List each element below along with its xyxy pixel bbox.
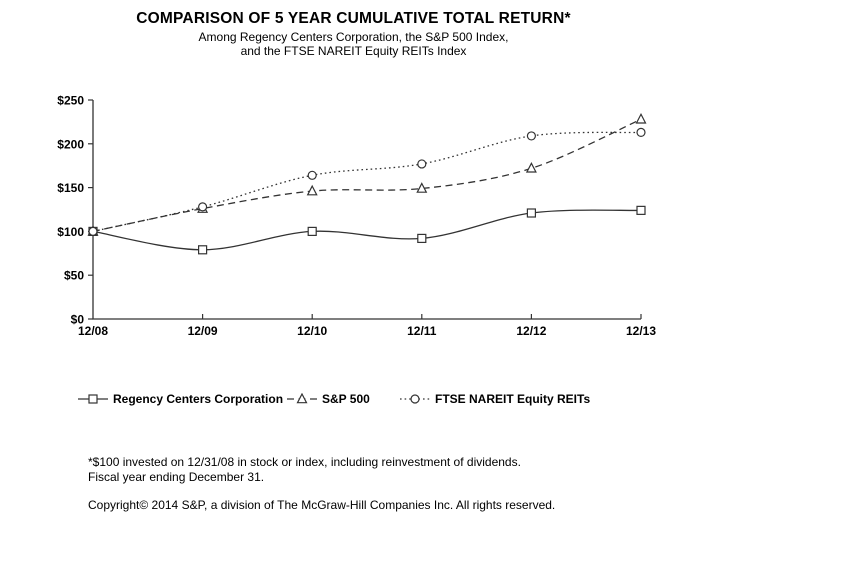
svg-text:12/11: 12/11 — [407, 324, 437, 338]
svg-text:12/13: 12/13 — [626, 324, 656, 338]
legend-label-regency: Regency Centers Corporation — [113, 392, 284, 406]
legend-square-marker-icon — [78, 394, 108, 404]
legend-label-ftse-nareit: FTSE NAREIT Equity REITs — [435, 392, 591, 406]
line-chart: $0 $50 $100 $150 $200 $250 12/08 12/09 12/10 12/1… — [57, 94, 656, 339]
chart-title: COMPARISON OF 5 YEAR CUMULATIVE TOTAL RE… — [136, 10, 571, 27]
svg-text:12/10: 12/10 — [297, 324, 327, 338]
chart-heading: COMPARISON OF 5 YEAR CUMULATIVE TOTAL RE… — [0, 9, 707, 58]
legend-item-sp500: S&P 500 — [287, 390, 370, 408]
svg-text:$250: $250 — [57, 94, 84, 108]
svg-text:$50: $50 — [64, 269, 84, 283]
chart-subtitle-line2: and the FTSE NAREIT Equity REITs Index — [240, 43, 467, 58]
legend-circle-marker-icon — [400, 394, 430, 404]
footnote-line-1: *$100 invested on 12/31/08 in stock or i… — [88, 455, 521, 469]
svg-text:$100: $100 — [57, 225, 84, 239]
legend-label-sp500: S&P 500 — [322, 392, 370, 406]
chart-subtitle-line1: Among Regency Centers Corporation, the S… — [198, 30, 509, 44]
svg-text:$150: $150 — [57, 181, 84, 195]
footnote-line-2: Fiscal year ending December 31. — [88, 470, 265, 484]
chart-footnotes: *$100 invested on 12/31/08 in stock or i… — [88, 455, 555, 513]
legend-item-regency: Regency Centers Corporation — [78, 390, 283, 408]
svg-text:12/12: 12/12 — [516, 324, 546, 338]
svg-text:$0: $0 — [71, 313, 85, 327]
svg-text:$200: $200 — [57, 137, 84, 151]
copyright-line: Copyright© 2014 S&P, a division of The M… — [88, 498, 556, 512]
chart-legend: Regency Centers Corporation S&P 500 FTSE… — [0, 390, 864, 408]
svg-text:12/09: 12/09 — [188, 324, 218, 338]
legend-item-ftse-nareit: FTSE NAREIT Equity REITs — [400, 390, 590, 408]
legend-triangle-marker-icon — [287, 393, 317, 404]
svg-text:12/08: 12/08 — [78, 324, 108, 338]
